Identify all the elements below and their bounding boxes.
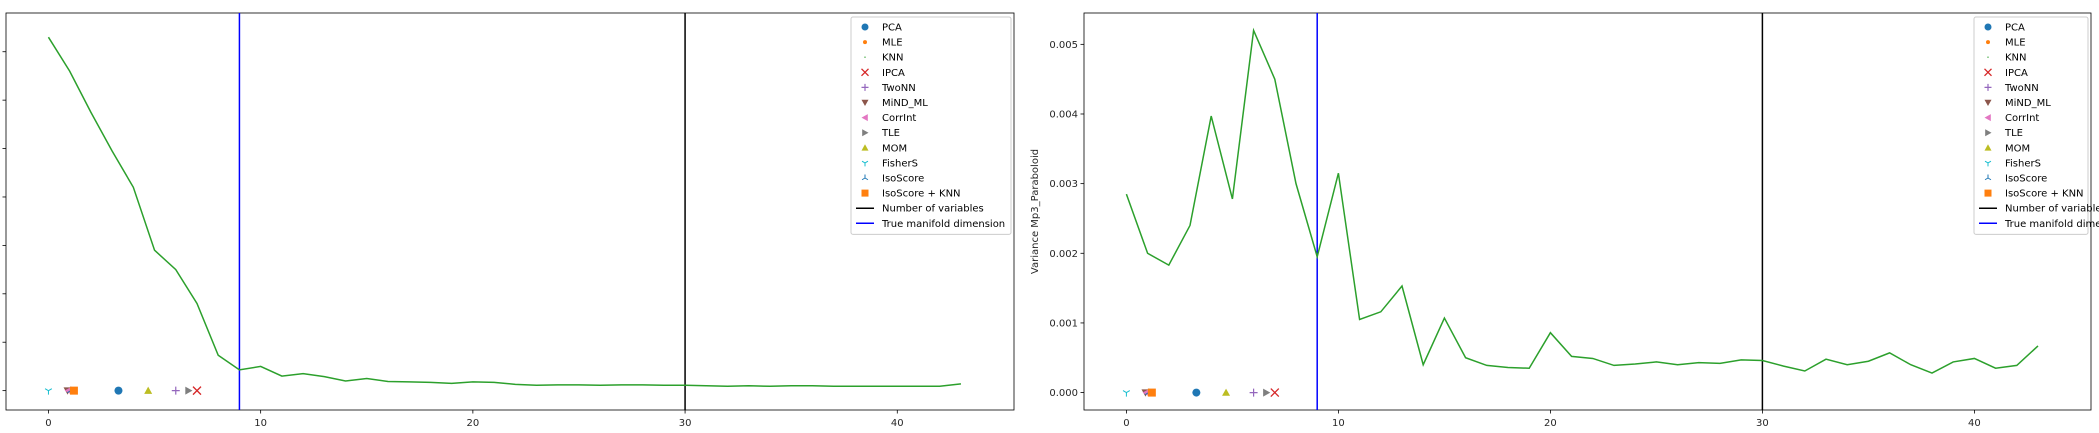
legend-label: MLE — [2005, 38, 2026, 49]
variance-curve — [1125, 27, 2039, 374]
legend: PCA MLE KNN IPCA TwoNN MiND_ML CorrInt TLE MOM Fi… — [1973, 16, 2099, 235]
legend-item: PCA — [1984, 23, 2025, 34]
x-tick-label: 0 — [1123, 418, 1129, 429]
estimate-marker-ipca — [192, 386, 202, 396]
legend-label: PCA — [882, 23, 902, 34]
estimate-marker-mom — [1222, 388, 1231, 396]
legend-label: TLE — [2004, 128, 2023, 139]
legend-item: MiND_ML — [1984, 98, 2051, 109]
x-tick-label: 0 — [45, 418, 51, 429]
legend-label: True manifold dimension — [881, 219, 1005, 230]
y-tick-label: 0.005 — [1049, 40, 1078, 51]
chart-panel-1: 0 10 20 30 40 PCA MLE KNN IPCA TwoNN MiND_ML CorrIn… — [2, 12, 1015, 429]
legend-label: IPCA — [882, 68, 905, 79]
legend-label: TLE — [881, 128, 900, 139]
legend-label: MOM — [2005, 143, 2030, 154]
legend-item: IsoScore + KNN — [861, 189, 961, 200]
legend-item: IsoScore + KNN — [1984, 189, 2084, 200]
estimate-marker-pca — [1192, 388, 1201, 397]
legend-item: TLE — [1985, 128, 2023, 139]
legend-item: MiND_ML — [861, 98, 928, 109]
legend-label: MiND_ML — [2005, 98, 2051, 109]
y-axis-label: Variance Mp3_Paraboloid — [1030, 149, 1041, 274]
legend-label: FisherS — [882, 158, 918, 169]
legend-item: MOM — [861, 143, 907, 154]
legend-label: True manifold dimension — [2004, 219, 2099, 230]
y-tick-label: 0.002 — [1049, 249, 1078, 260]
estimate-marker-pca — [114, 386, 123, 395]
legend-item: Number of variables — [856, 204, 984, 215]
axes-frame — [1083, 12, 2092, 411]
legend: PCA MLE KNN IPCA TwoNN MiND_ML CorrInt TLE MOM Fi… — [850, 16, 1012, 235]
legend-item: True manifold dimension — [1979, 219, 2099, 230]
estimate-marker-isoscore-knn — [1147, 388, 1156, 397]
legend-label: CorrInt — [882, 113, 916, 124]
estimate-marker-isoscore-knn — [69, 386, 78, 395]
legend-label: KNN — [2005, 53, 2027, 64]
x-tick-label: 30 — [679, 418, 692, 429]
legend-item: KNN — [1987, 53, 2027, 64]
legend-item: MLE — [1986, 38, 2026, 49]
x-tick-label: 10 — [254, 418, 267, 429]
legend-item: CorrInt — [1984, 113, 2039, 124]
estimate-marker-fishers — [1122, 390, 1131, 397]
legend-label: MLE — [882, 38, 903, 49]
legend-item: TwoNN — [1984, 83, 2039, 94]
legend-item: TLE — [862, 128, 900, 139]
x-tick-label: 20 — [466, 418, 479, 429]
legend-frame — [1973, 16, 2089, 235]
legend-item: Number of variables — [1979, 204, 2099, 215]
y-tick-label: 0.000 — [1049, 388, 1078, 399]
legend-item: PCA — [861, 23, 902, 34]
x-tick-label: 40 — [1968, 418, 1981, 429]
y-tick-label: 0.003 — [1049, 179, 1078, 190]
legend-label: MOM — [882, 143, 907, 154]
legend-label: TwoNN — [881, 83, 916, 94]
estimate-marker-mom — [144, 386, 153, 394]
x-tick-label: 20 — [1544, 418, 1557, 429]
legend-label: FisherS — [2005, 158, 2041, 169]
estimate-marker-twonn — [1249, 388, 1258, 397]
legend-frame — [850, 16, 1012, 235]
legend-item: KNN — [864, 53, 904, 64]
variance-curve — [47, 36, 962, 388]
y-tick-label: 0.004 — [1049, 109, 1078, 120]
legend-item: IsoScore — [1984, 174, 2047, 185]
legend-label: KNN — [882, 53, 904, 64]
legend-item: MOM — [1984, 143, 2030, 154]
estimate-marker-twonn — [171, 386, 180, 395]
legend-item: True manifold dimension — [856, 219, 1005, 230]
legend-label: IsoScore + KNN — [2005, 189, 2084, 200]
legend-label: Number of variables — [2005, 204, 2099, 215]
legend-item: FisherS — [861, 158, 918, 169]
legend-label: MiND_ML — [882, 98, 928, 109]
legend-label: CorrInt — [2005, 113, 2039, 124]
legend-item: FisherS — [1984, 158, 2041, 169]
legend-item: MLE — [863, 38, 903, 49]
legend-item: TwoNN — [861, 83, 916, 94]
legend-item: IsoScore — [861, 174, 924, 185]
axes-frame — [5, 12, 1015, 411]
estimate-marker-tle — [185, 386, 193, 395]
legend-label: IsoScore + KNN — [882, 189, 961, 200]
legend-label: IsoScore — [882, 174, 924, 185]
x-tick-label: 10 — [1332, 418, 1345, 429]
x-tick-label: 30 — [1756, 418, 1769, 429]
legend-item: CorrInt — [861, 113, 916, 124]
x-tick-label: 40 — [891, 418, 904, 429]
estimate-marker-fishers — [44, 388, 53, 395]
legend-label: IsoScore — [2005, 174, 2047, 185]
legend-label: Number of variables — [882, 204, 984, 215]
legend-label: PCA — [2005, 23, 2025, 34]
legend-item: IPCA — [861, 68, 905, 79]
legend-item: IPCA — [1984, 68, 2028, 79]
estimate-marker-ipca — [1270, 388, 1280, 398]
legend-label: IPCA — [2005, 68, 2028, 79]
legend-label: TwoNN — [2004, 83, 2039, 94]
chart-panel-2: 0 10 20 30 40 0.000 0.001 0.002 0.003 0.004 0.005 V… — [1030, 12, 2099, 429]
y-tick-label: 0.001 — [1049, 318, 1078, 329]
estimate-marker-tle — [1263, 388, 1271, 397]
